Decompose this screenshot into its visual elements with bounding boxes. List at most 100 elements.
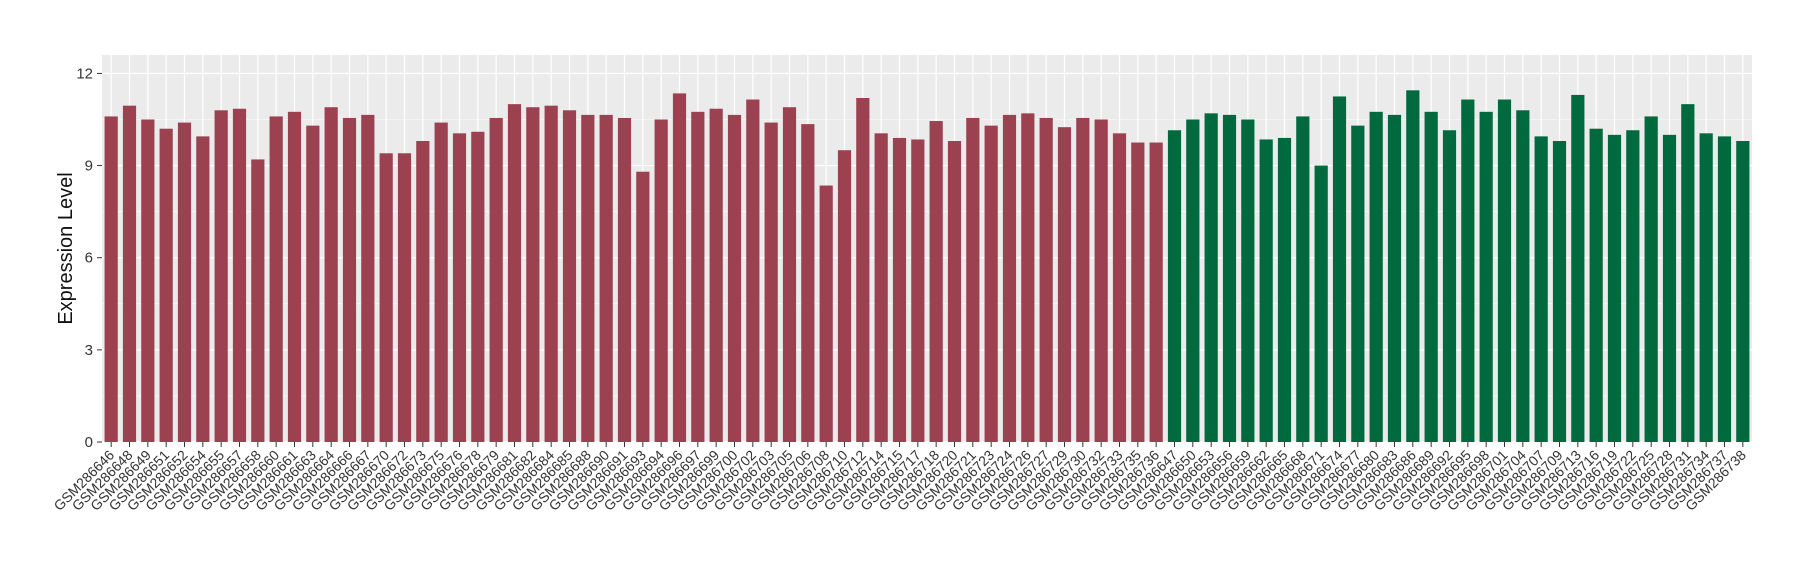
bar-GSM286738 [1736,141,1750,442]
bar-GSM286665 [1277,137,1292,442]
bar-GSM286650 [1186,119,1200,442]
bar-GSM286734 [1699,133,1713,443]
bar-GSM286685 [562,110,577,443]
bar-GSM286693 [636,171,650,442]
bar-GSM286646 [104,116,118,442]
bar-GSM286703 [764,122,778,443]
bar-GSM286683 [1387,114,1402,443]
bar-GSM286658 [251,159,265,442]
bar-GSM286717 [911,139,925,442]
bar-GSM286723 [984,125,998,443]
bar-GSM286686 [1406,90,1420,443]
bar-GSM286653 [1204,113,1218,442]
bar-GSM286661 [287,111,302,443]
bar-GSM286719 [1607,134,1622,442]
bar-GSM286674 [1332,96,1347,442]
bar-GSM286672 [397,153,412,443]
y-tick-label: 12 [76,65,93,82]
bar-GSM286649 [141,119,155,442]
bar-GSM286677 [1351,125,1365,443]
bar-GSM286704 [1516,110,1530,443]
bar-GSM286655 [214,110,228,443]
bar-GSM286675 [434,122,448,443]
y-tick-label: 0 [85,434,93,451]
bar-GSM286736 [1149,142,1163,443]
bar-GSM286663 [306,125,320,443]
bar-GSM286714 [874,133,888,443]
bar-GSM286679 [489,117,503,442]
bar-GSM286654 [196,136,210,442]
bar-GSM286666 [342,117,357,442]
bar-GSM286709 [1552,141,1567,442]
bar-GSM286713 [1571,94,1585,442]
bar-GSM286724 [1002,114,1017,443]
bar-GSM286684 [544,105,558,442]
bar-GSM286701 [1497,99,1512,443]
bar-GSM286737 [1717,136,1732,442]
bar-GSM286728 [1662,134,1677,442]
bar-GSM286678 [471,131,485,443]
bar-GSM286720 [947,141,962,442]
bar-GSM286681 [507,104,522,443]
bar-GSM286680 [1369,111,1383,443]
bar-GSM286671 [1314,165,1328,443]
bar-GSM286697 [691,111,705,443]
bar-GSM286676 [452,133,467,443]
bar-GSM286648 [122,105,137,442]
bar-GSM286659 [1241,119,1255,442]
bar-GSM286705 [782,107,797,442]
bar-GSM286673 [416,141,430,442]
bar-GSM286662 [1259,139,1273,442]
bar-GSM286722 [1626,130,1640,442]
bar-GSM286716 [1589,128,1603,442]
bar-GSM286689 [1424,111,1438,443]
bar-GSM286695 [1461,99,1475,443]
bar-GSM286735 [1131,142,1145,443]
bar-GSM286708 [819,185,833,443]
bar-GSM286694 [654,119,668,442]
bar-GSM286715 [892,137,907,442]
y-tick-label: 9 [85,158,93,175]
bar-GSM286718 [929,121,943,443]
bar-GSM286670 [379,153,393,443]
bar-GSM286727 [1039,117,1053,442]
bar-GSM286688 [581,114,595,443]
bar-GSM286651 [159,128,173,442]
x-axis: GSM286646GSM286648GSM286649GSM286651GSM2… [50,442,1749,514]
bar-GSM286698 [1479,111,1493,443]
bar-GSM286721 [966,117,980,442]
y-axis-title: Expression Level [55,172,77,324]
bar-GSM286692 [1442,130,1457,442]
y-tick-label: 3 [85,342,93,359]
bar-GSM286690 [599,114,613,443]
bar-GSM286691 [617,117,632,442]
bar-GSM286707 [1534,136,1548,442]
bar-GSM286657 [232,108,247,442]
bar-GSM286652 [177,122,192,443]
bar-GSM286647 [1167,130,1182,442]
bar-GSM286664 [324,107,338,442]
bar-GSM286706 [801,124,815,442]
bar-GSM286726 [1021,113,1035,442]
bar-GSM286730 [1076,117,1090,442]
bar-GSM286710 [837,150,852,442]
bar-GSM286660 [269,116,283,442]
bar-GSM286702 [746,99,760,443]
y-axis: 0 3 6 9 12 [76,65,102,451]
bars [104,90,1750,443]
bar-GSM286733 [1112,133,1127,443]
y-tick-label: 6 [85,250,93,267]
bar-GSM286731 [1681,104,1695,443]
bar-GSM286700 [727,114,742,443]
bar-GSM286696 [672,93,687,443]
bar-GSM286699 [709,108,723,442]
bar-GSM286725 [1644,116,1658,442]
bar-GSM286656 [1222,114,1237,443]
bar-GSM286668 [1296,116,1310,442]
bar-GSM286732 [1094,119,1108,442]
bar-GSM286667 [361,114,375,443]
bar-GSM286729 [1057,127,1072,442]
bar-GSM286712 [856,98,870,442]
bar-GSM286682 [526,107,540,442]
